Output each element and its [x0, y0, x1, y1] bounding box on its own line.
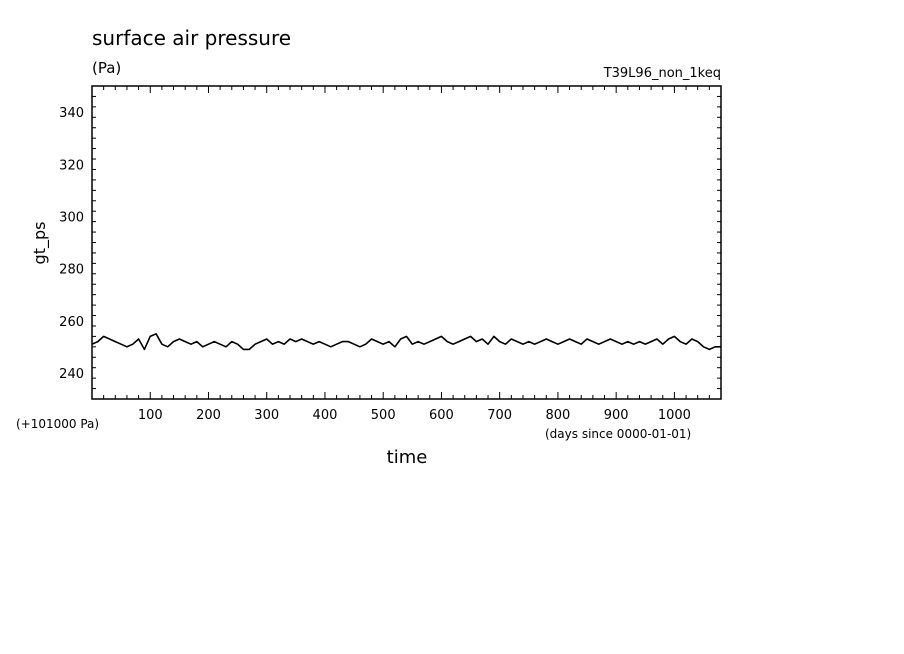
y-tick-label: 340 — [59, 106, 84, 121]
x-units-note: (days since 0000-01-01) — [545, 427, 691, 441]
x-tick-label: 1000 — [658, 408, 691, 423]
y-tick-label: 260 — [59, 315, 84, 330]
x-tick-label: 500 — [371, 408, 396, 423]
y-tick-label: 300 — [59, 210, 84, 225]
run-name-label: T39L96_non_1keq — [603, 66, 721, 81]
x-tick-label: 300 — [254, 408, 279, 423]
y-tick-label: 320 — [59, 158, 84, 173]
x-tick-label: 800 — [546, 408, 571, 423]
y-tick-label: 240 — [59, 367, 84, 382]
series-line-gt-ps — [91, 333, 721, 351]
chart-title: surface air pressure — [92, 26, 291, 50]
x-tick-label: 900 — [604, 408, 629, 423]
y-tick-label: 280 — [59, 263, 84, 278]
x-tick-label: 400 — [313, 408, 338, 423]
offset-note: (+101000 Pa) — [16, 417, 99, 431]
y-axis-label: gt_ps — [30, 222, 50, 265]
x-axis: 100 200 300 400 500 600 700 800 900 1000 — [91, 86, 722, 423]
x-axis-label: time — [387, 447, 428, 468]
chart-units: (Pa) — [92, 59, 121, 77]
plot-frame — [91, 85, 722, 400]
x-tick-label: 600 — [429, 408, 454, 423]
x-tick-label: 100 — [138, 408, 163, 423]
y-axis: 240 260 280 300 320 340 — [59, 85, 721, 400]
x-tick-label: 200 — [196, 408, 221, 423]
x-tick-label: 700 — [487, 408, 512, 423]
